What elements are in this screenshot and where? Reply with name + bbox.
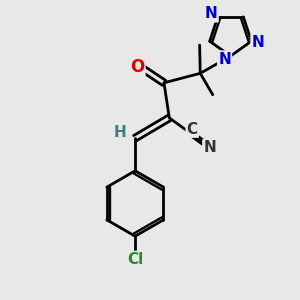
Text: O: O xyxy=(130,58,144,76)
Text: N: N xyxy=(203,140,216,155)
Text: C: C xyxy=(187,122,198,137)
Text: Cl: Cl xyxy=(127,252,143,267)
Text: N: N xyxy=(251,35,264,50)
Text: N: N xyxy=(205,6,217,21)
Text: H: H xyxy=(113,125,126,140)
Text: N: N xyxy=(218,52,231,67)
